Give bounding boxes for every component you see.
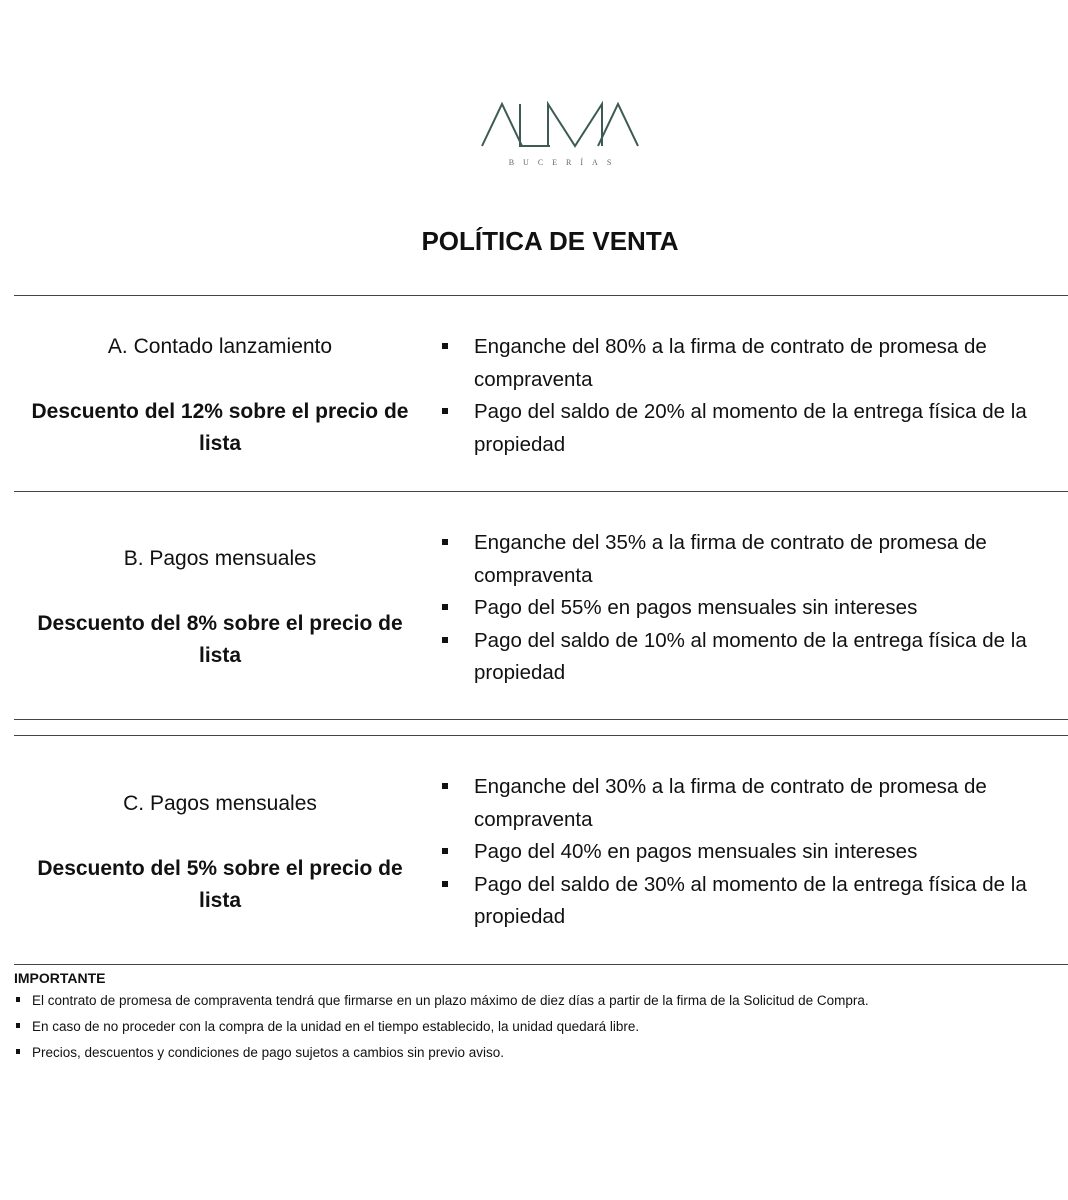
important-heading: IMPORTANTE xyxy=(14,970,106,986)
list-item: Pago del saldo de 20% al momento de la e… xyxy=(440,396,1065,461)
section-c-terms: Enganche del 30% a la firma de contrato … xyxy=(440,771,1065,934)
section-a-name: A. Contado lanzamiento xyxy=(107,335,333,358)
section-c-discount: Descuento del 5% sobre el precio de list… xyxy=(37,857,403,912)
note-item: En caso de no proceder con la compra de … xyxy=(14,1016,1064,1037)
section-a-discount: Descuento del 12% sobre el precio de lis… xyxy=(31,400,409,455)
logo-subtitle: BUCERÍAS xyxy=(508,158,621,167)
section-b-summary: B. Pagos mensuales Descuento del 8% sobr… xyxy=(14,543,426,672)
alma-logo: BUCERÍAS xyxy=(470,100,650,167)
list-item: Enganche del 80% a la firma de contrato … xyxy=(440,331,1065,396)
divider xyxy=(14,964,1068,965)
list-item: Pago del 40% en pagos mensuales sin inte… xyxy=(440,836,1065,869)
section-b-discount: Descuento del 8% sobre el precio de list… xyxy=(37,612,403,667)
note-item: El contrato de promesa de compraventa te… xyxy=(14,990,1064,1011)
alma-logo-mark xyxy=(481,100,639,148)
page-title: POLÍTICA DE VENTA xyxy=(421,226,679,256)
section-a-terms: Enganche del 80% a la firma de contrato … xyxy=(440,331,1065,461)
divider xyxy=(14,295,1068,296)
divider xyxy=(14,491,1068,492)
section-a-summary: A. Contado lanzamiento Descuento del 12%… xyxy=(14,331,426,460)
important-notes: IMPORTANTE El contrato de promesa de com… xyxy=(14,970,1064,1068)
divider xyxy=(14,735,1068,736)
section-b-terms: Enganche del 35% a la firma de contrato … xyxy=(440,527,1065,690)
note-item: Precios, descuentos y condiciones de pag… xyxy=(14,1042,1064,1063)
section-b-name: B. Pagos mensuales xyxy=(123,547,317,570)
divider xyxy=(14,719,1068,720)
list-item: Pago del saldo de 30% al momento de la e… xyxy=(440,869,1065,934)
section-c-name: C. Pagos mensuales xyxy=(123,792,317,815)
list-item: Enganche del 30% a la firma de contrato … xyxy=(440,771,1065,836)
list-item: Pago del 55% en pagos mensuales sin inte… xyxy=(440,592,1065,625)
section-c-summary: C. Pagos mensuales Descuento del 5% sobr… xyxy=(14,788,426,917)
list-item: Enganche del 35% a la firma de contrato … xyxy=(440,527,1065,592)
list-item: Pago del saldo de 10% al momento de la e… xyxy=(440,625,1065,690)
